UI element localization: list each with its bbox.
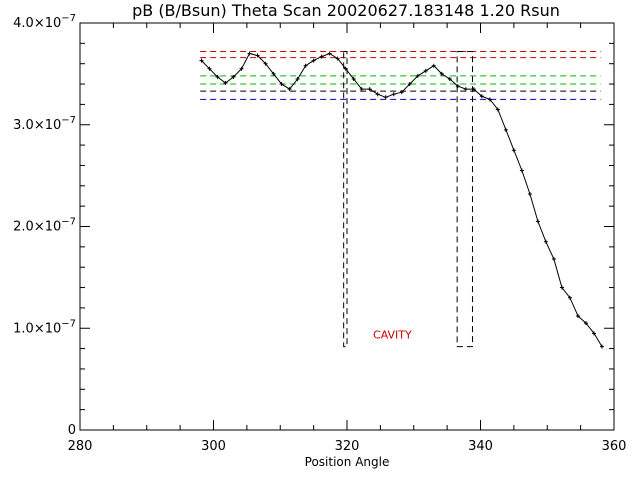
data-point [199,58,204,63]
x-tick-label: 360 [602,439,627,454]
axis-ticks [79,22,615,431]
y-tick-label: 3.0×10−7 [13,115,76,133]
data-point [351,76,356,81]
reference-lines [200,50,601,100]
x-axis-title: Position Angle [305,455,390,469]
data-point [247,51,252,56]
data-point [391,92,396,97]
data-point [295,76,300,81]
data-point [559,285,564,290]
y-tick-label: 1.0×10−7 [13,318,76,336]
data-point [327,51,332,56]
data-point [319,54,324,59]
data-point [503,127,508,132]
data-point [471,87,476,92]
data-point [287,87,292,92]
data-point [543,239,548,244]
annotations: CAVITY [373,328,412,341]
y-tick-label: 0 [68,423,76,438]
region-box-0 [343,50,348,348]
data-point [535,219,540,224]
chart-title: pB (B/Bsun) Theta Scan 20020627.183148 1… [132,1,560,20]
data-point [367,87,372,92]
data-point [583,321,588,326]
data-point [359,87,364,92]
data-point [399,90,404,95]
data-point [303,63,308,68]
data-point [519,168,524,173]
data-point [511,148,516,153]
x-tick-label: 280 [68,439,93,454]
data-point [263,61,268,66]
data-point [423,68,428,73]
data-point [463,87,468,92]
data-point [335,56,340,61]
tick-labels: 280 300 320 340 360 0 1.0×10−7 2.0×10−7 3.0×10−7… [13,13,626,454]
data-point [271,71,276,76]
data-point [215,74,220,79]
region-boxes [343,50,473,348]
data-point [311,58,316,63]
data-point [599,344,604,349]
data-point [407,82,412,87]
y-tick-label: 2.0×10−7 [13,217,76,235]
data-point [455,84,460,89]
x-tick-label: 340 [468,439,493,454]
data-point [551,257,556,262]
data-point [231,74,236,79]
data-point [207,66,212,71]
data-point [239,66,244,71]
data-point [343,66,348,71]
data-point [527,191,532,196]
data-point [567,295,572,300]
data-point [431,63,436,68]
cavity-label: CAVITY [373,328,412,341]
data-point [279,82,284,87]
data-point [383,95,388,100]
data-point [495,107,500,112]
y-tick-label: 4.0×10−7 [13,13,76,31]
data-point [591,331,596,336]
data-point [375,92,380,97]
data-point [255,53,260,58]
series-line-0 [201,52,603,347]
region-box-1 [456,50,473,348]
data-point [479,94,484,99]
data-point [487,97,492,102]
series-layer [199,51,604,349]
x-tick-label: 300 [201,439,226,454]
x-tick-label: 320 [335,439,360,454]
data-point [575,314,580,319]
data-point [415,73,420,78]
data-point [223,81,228,86]
data-point [447,76,452,81]
data-point [439,71,444,76]
